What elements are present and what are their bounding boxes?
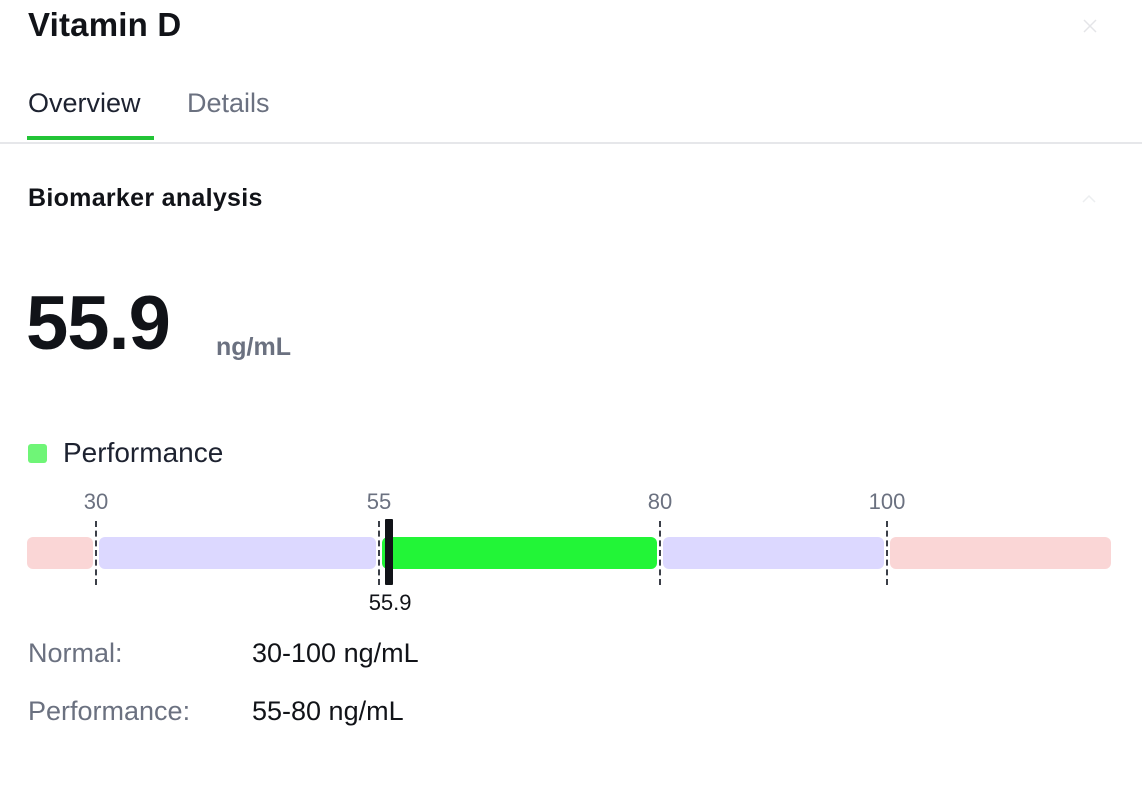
normal-range-value: 30-100 ng/mL <box>252 638 419 668</box>
tick-label: 55 <box>366 489 392 514</box>
biomarker-unit: ng/mL <box>216 333 291 361</box>
range-segment-out-of-range <box>890 537 1111 569</box>
tab-details[interactable]: Details <box>187 88 270 118</box>
section-title: Biomarker analysis <box>28 184 263 212</box>
legend-swatch <box>28 444 47 463</box>
range-segment-normal <box>99 537 376 569</box>
performance-range-label: Performance: <box>28 696 191 726</box>
biomarker-value: 55.9 <box>26 281 171 366</box>
tab-bar: Overview Details <box>0 80 1142 144</box>
tick-label: 100 <box>868 489 906 514</box>
range-segment-performance <box>382 537 657 569</box>
close-icon[interactable] <box>1082 18 1098 34</box>
performance-range-value: 55-80 ng/mL <box>252 696 404 726</box>
value-marker-label: 55.9 <box>368 590 412 615</box>
tab-overview[interactable]: Overview <box>28 88 141 118</box>
tick-label: 30 <box>83 489 109 514</box>
chevron-up-icon[interactable] <box>1082 194 1096 204</box>
range-segment-normal <box>663 537 884 569</box>
tick-line <box>886 521 888 585</box>
active-tab-indicator <box>27 136 154 140</box>
range-segment-out-of-range <box>27 537 93 569</box>
legend-label: Performance <box>63 437 224 468</box>
page-title: Vitamin D <box>28 6 182 43</box>
tick-line <box>378 521 380 585</box>
tick-line <box>659 521 661 585</box>
tick-line <box>95 521 97 585</box>
normal-range-label: Normal: <box>28 638 123 668</box>
value-marker <box>385 519 394 585</box>
tick-label: 80 <box>647 489 673 514</box>
